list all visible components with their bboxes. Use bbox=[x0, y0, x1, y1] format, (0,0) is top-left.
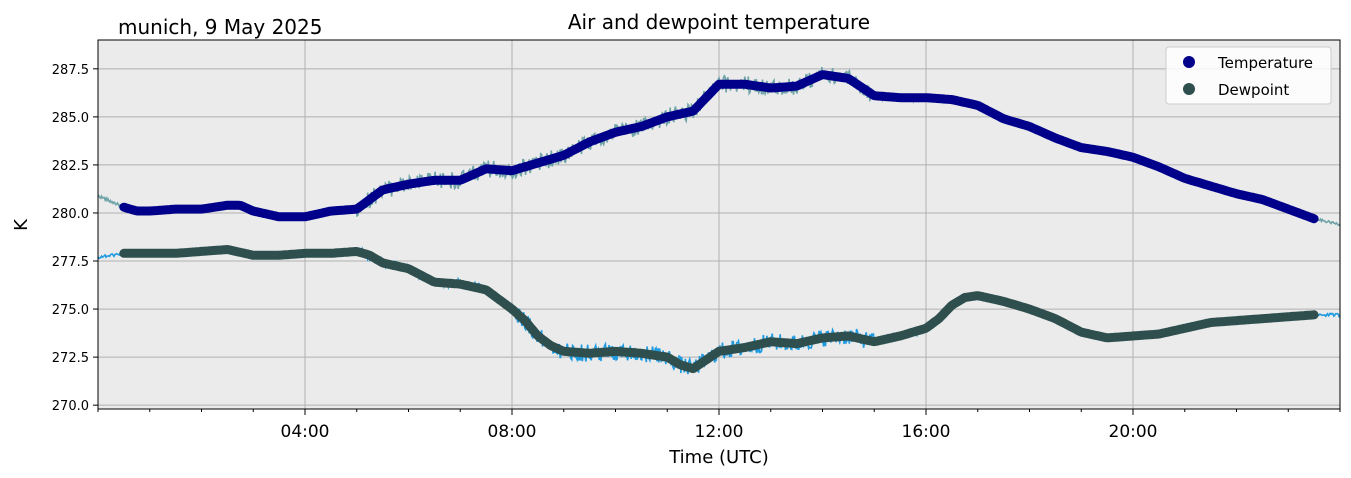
y-tick-label: 280.0 bbox=[52, 207, 89, 222]
x-axis-label: Time (UTC) bbox=[668, 447, 769, 468]
legend-box bbox=[1165, 46, 1332, 105]
legend-marker-dewpoint bbox=[1183, 83, 1195, 95]
y-tick-label: 270.0 bbox=[52, 399, 89, 414]
y-tick-label: 277.5 bbox=[52, 255, 89, 270]
y-tick-label: 285.0 bbox=[52, 111, 89, 126]
y-tick-label: 272.5 bbox=[52, 351, 89, 366]
chart-subtitle: munich, 9 May 2025 bbox=[118, 15, 322, 39]
x-tick-label: 12:00 bbox=[695, 422, 744, 442]
y-axis-label: K bbox=[11, 218, 32, 231]
chart-title: Air and dewpoint temperature bbox=[568, 10, 870, 34]
y-axis: 270.0 272.5 275.0 277.5 280.0 282.5 285.0 287.5 bbox=[52, 63, 98, 414]
x-tick-label: 16:00 bbox=[902, 422, 951, 442]
x-axis: 04:00 08:00 12:00 16:00 20:00 bbox=[97, 409, 1341, 442]
x-tick-label: 04:00 bbox=[281, 422, 330, 442]
x-tick-label: 20:00 bbox=[1109, 422, 1158, 442]
y-tick-label: 275.0 bbox=[52, 303, 89, 318]
smooth-line-temperature bbox=[119, 70, 1319, 224]
x-tick-label: 08:00 bbox=[488, 422, 537, 442]
legend-label-dewpoint: Dewpoint bbox=[1218, 81, 1289, 99]
smoothed-series-lines bbox=[119, 70, 1319, 374]
legend: Temperature Dewpoint bbox=[1165, 46, 1332, 105]
y-tick-label: 282.5 bbox=[52, 159, 89, 174]
y-tick-label: 287.5 bbox=[52, 63, 89, 78]
grid bbox=[98, 40, 1340, 409]
legend-label-temperature: Temperature bbox=[1217, 54, 1313, 72]
smooth-line-dewpoint bbox=[119, 245, 1319, 374]
legend-marker-temperature bbox=[1183, 56, 1195, 68]
